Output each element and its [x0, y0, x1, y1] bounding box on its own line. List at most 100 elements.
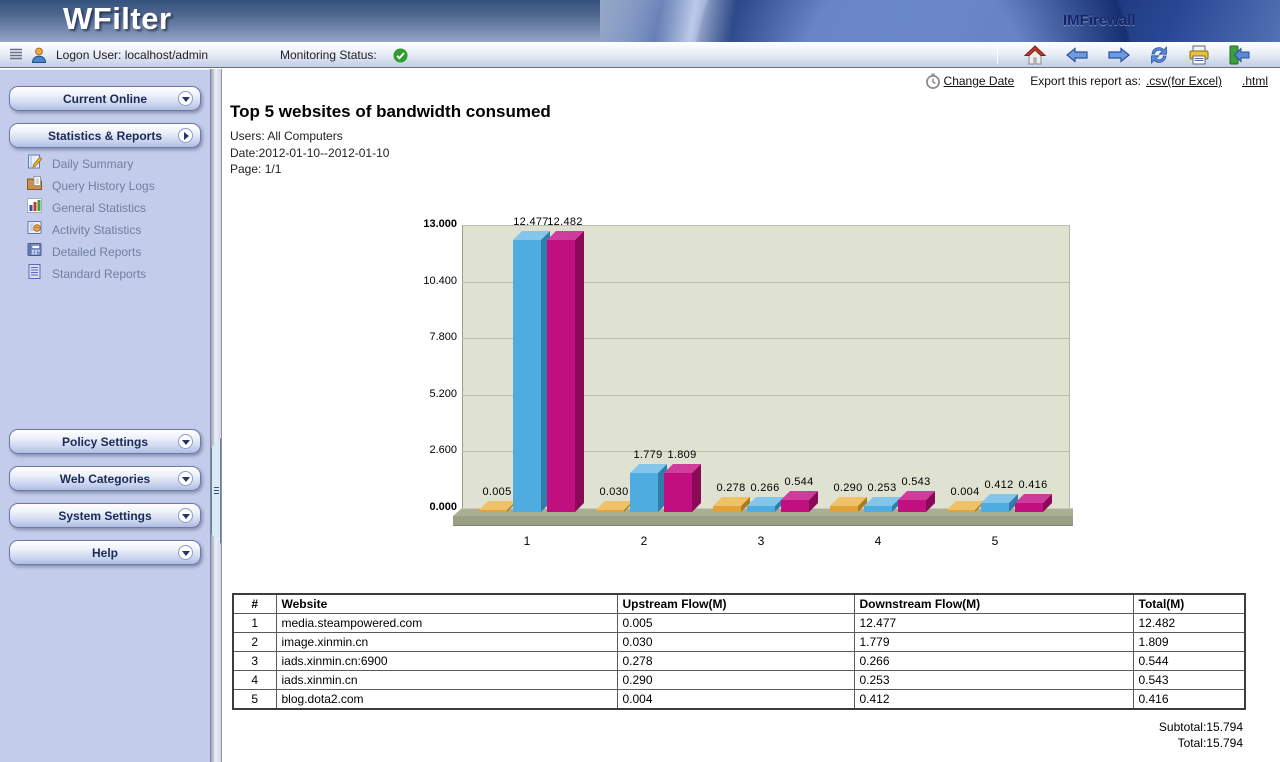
chart-gridline — [462, 281, 1070, 283]
table-cell: image.xinmin.cn — [275, 632, 618, 652]
sidebar-section-statistics-reports[interactable]: Statistics & Reports — [9, 123, 201, 148]
y-axis-tick-label: 7.800 — [429, 331, 457, 344]
table-column-header: # — [232, 593, 277, 614]
bar-upstream — [596, 510, 624, 512]
table-row: 4 iads.xinmin.cn 0.290 0.253 0.543 — [232, 670, 1246, 690]
bar-downstream — [864, 506, 892, 512]
sidebar: Current Online Statistics & Reports Daily … — [0, 69, 210, 762]
sidebar-section-label: Web Categories — [59, 472, 151, 486]
bar-value-label: 0.005 — [482, 486, 512, 498]
sidebar-section-help[interactable]: Help — [9, 540, 201, 565]
total-value: Total:15.794 — [1177, 736, 1243, 750]
x-axis-tick-label: 3 — [757, 534, 765, 548]
detailed-reports-icon — [26, 241, 43, 263]
chart-gridline — [462, 338, 1070, 340]
table-cell: 0.004 — [616, 689, 855, 710]
chart-gridline — [462, 225, 1070, 226]
bar-value-label: 0.278 — [716, 482, 746, 494]
report-users: Users: All Computers — [230, 129, 343, 143]
sidebar-section-web-categories[interactable]: Web Categories — [9, 466, 201, 491]
y-axis-tick-label: 5.200 — [429, 387, 457, 400]
report-meta: Users: All Computers Date:2012-01-10--20… — [230, 128, 389, 178]
table-cell: 0.416 — [1132, 689, 1246, 710]
table-cell: 1.809 — [1132, 632, 1246, 652]
table-cell: iads.xinmin.cn:6900 — [275, 651, 618, 671]
sidebar-item-query-history-logs[interactable]: Query History Logs — [0, 175, 210, 197]
x-axis-tick-label: 4 — [874, 534, 882, 548]
home-icon[interactable] — [1022, 44, 1048, 66]
sidebar-section-policy-settings[interactable]: Policy Settings — [9, 429, 201, 454]
sidebar-item-daily-summary[interactable]: Daily Summary — [0, 153, 210, 175]
chevron-down-icon — [178, 545, 193, 560]
bar-total — [781, 500, 809, 512]
table-cell: 1.779 — [853, 632, 1134, 652]
sidebar-section-label: Statistics & Reports — [47, 129, 163, 143]
report-date: Date:2012-01-10--2012-01-10 — [230, 145, 390, 160]
bar-value-label: 0.412 — [984, 479, 1014, 491]
sidebar-section-current-online[interactable]: Current Online — [9, 86, 201, 111]
chevron-down-icon — [178, 434, 193, 449]
table-cell: 0.278 — [616, 651, 855, 671]
sidebar-section-system-settings[interactable]: System Settings — [9, 503, 201, 528]
sidebar-item-standard-reports[interactable]: Standard Reports — [0, 263, 210, 285]
sidebar-item-general-statistics[interactable]: General Statistics — [0, 197, 210, 219]
daily-summary-icon — [26, 153, 43, 175]
sidebar-item-detailed-reports[interactable]: Detailed Reports — [0, 241, 210, 263]
change-date-link[interactable]: Change Date — [943, 74, 1015, 88]
back-arrow-icon[interactable] — [1064, 44, 1090, 66]
refresh-icon[interactable] — [1146, 44, 1172, 66]
table-cell: 0.543 — [1132, 670, 1246, 690]
general-statistics-icon — [26, 197, 43, 219]
bar-downstream — [747, 506, 775, 512]
totals: Subtotal:15.794 Total:15.794 — [232, 719, 1243, 751]
standard-reports-icon — [26, 263, 43, 285]
x-axis-tick-label: 1 — [523, 534, 531, 548]
stopwatch-icon — [925, 73, 941, 89]
bar-upstream — [479, 510, 507, 512]
table-cell: 0.544 — [1132, 651, 1246, 671]
export-html-link[interactable]: .html — [1241, 74, 1268, 88]
bar-total — [547, 240, 575, 512]
sidebar-section-label: Policy Settings — [61, 435, 149, 449]
export-label: Export this report as: — [1030, 74, 1141, 88]
x-axis-tick-label: 2 — [640, 534, 648, 548]
bar-downstream — [630, 473, 658, 512]
chevron-down-icon — [178, 91, 193, 106]
bar-total — [898, 500, 926, 512]
chart-gridline — [462, 451, 1070, 453]
bar-downstream — [981, 503, 1009, 512]
table-cell: blog.dota2.com — [275, 689, 618, 710]
bandwidth-table: # Website Upstream Flow(M) Downstream Flow(… — [232, 593, 1246, 710]
table-row: 2 image.xinmin.cn 0.030 1.779 1.809 — [232, 632, 1246, 652]
table-column-header: Total(M) — [1132, 593, 1246, 614]
page-title: Top 5 websites of bandwidth consumed — [230, 102, 551, 121]
bandwidth-chart: 0.000 2.600 5.200 7.800 10.400 13.000 1 0.005 12… — [420, 215, 1082, 550]
header-art — [600, 0, 1280, 42]
table-row: 1 media.steampowered.com 0.005 12.477 12.482 — [232, 613, 1246, 633]
x-axis-tick-label: 5 — [991, 534, 999, 548]
report-actions-bar: Change Date Export this report as: .csv(… — [925, 71, 1268, 91]
sidebar-collapse-handle[interactable] — [211, 438, 221, 544]
status-ok-icon — [393, 48, 408, 63]
exit-icon[interactable] — [1226, 44, 1252, 66]
export-csv-link[interactable]: .csv(for Excel) — [1145, 74, 1222, 88]
monitoring-status-label: Monitoring Status: — [280, 48, 377, 62]
table-cell: 4 — [232, 670, 277, 690]
sidebar-item-activity-statistics[interactable]: Activity Statistics — [0, 219, 210, 241]
bar-downstream — [513, 240, 541, 512]
print-icon[interactable] — [1186, 44, 1212, 66]
logon-user-label: Logon User: localhost/admin — [56, 48, 209, 62]
forward-arrow-icon[interactable] — [1106, 44, 1132, 66]
bar-upstream — [713, 506, 741, 512]
bar-value-label: 0.266 — [750, 482, 780, 494]
sidebar-item-label: General Statistics — [52, 201, 147, 215]
chart-gridline — [462, 394, 1070, 396]
table-cell: 0.253 — [853, 670, 1134, 690]
bar-value-label: 12.482 — [547, 216, 583, 228]
wfilter-logo: WFilter — [63, 1, 172, 36]
sidebar-splitter — [210, 69, 222, 762]
menu-icon[interactable] — [8, 46, 24, 64]
table-cell: iads.xinmin.cn — [275, 670, 618, 690]
bar-total-side — [575, 231, 584, 512]
